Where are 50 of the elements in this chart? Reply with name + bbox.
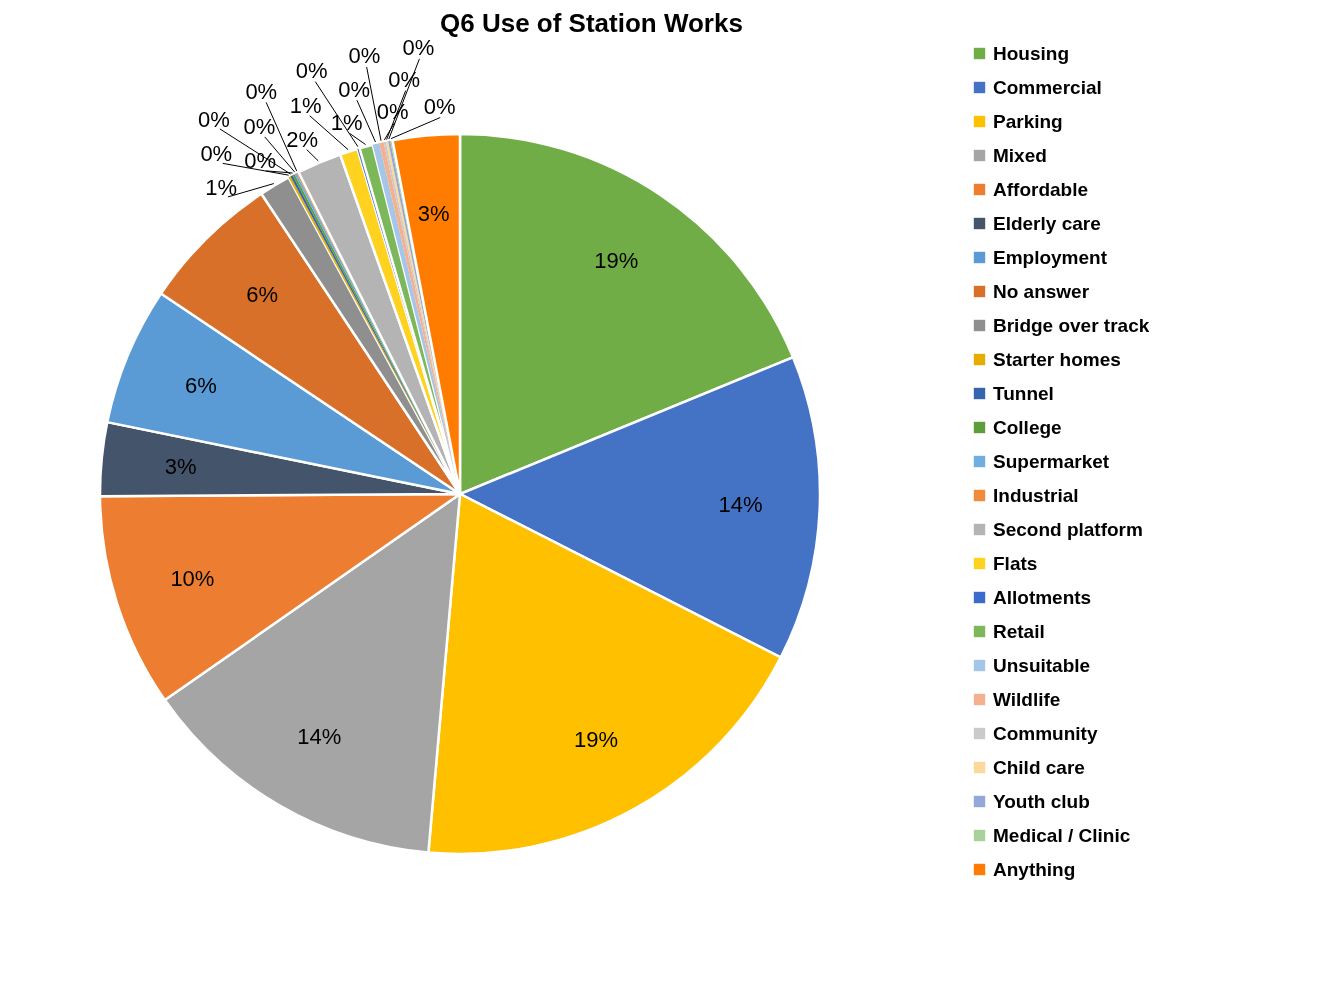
legend-label: Youth club [993,790,1090,812]
legend-label: Flats [993,552,1038,574]
data-label: 1% [330,109,363,135]
data-label: 0% [338,76,371,102]
data-label: 0% [423,93,456,119]
legend-label: Anything [993,858,1076,880]
data-label: 6% [185,372,217,398]
legend-label: Second platform [993,518,1143,540]
data-label: 0% [200,141,233,167]
data-label: 19% [594,247,639,273]
legend-label: Starter homes [993,348,1121,370]
legend-label: Commercial [993,76,1102,98]
data-label: 0% [244,148,277,174]
data-label: 2% [286,126,319,152]
legend-label: Allotments [993,586,1092,608]
legend-label: Retail [993,620,1045,642]
legend-label: Tunnel [993,382,1054,404]
legend-label: College [993,416,1062,438]
legend-label: Bridge over track [993,314,1150,336]
legend-label: No answer [993,280,1090,302]
data-label: 10% [170,566,215,592]
legend-label: Housing [993,42,1069,64]
data-label: 0% [245,79,278,105]
data-label: 0% [197,106,230,132]
data-label: 1% [289,92,322,118]
legend-label: Medical / Clinic [993,824,1131,846]
legend-label: Parking [993,110,1063,132]
data-label: 14% [297,724,342,750]
legend-label: Wildlife [993,688,1061,710]
data-label: 3% [164,453,197,479]
legend-label: Child care [993,756,1085,778]
legend-label: Supermarket [993,450,1110,472]
legend-label: Community [993,722,1098,744]
legend-label: Mixed [993,144,1047,166]
data-label: 0% [243,114,276,140]
legend-label: Affordable [993,178,1088,200]
data-label: 0% [388,66,421,92]
data-label: 0% [295,58,328,84]
data-label: 19% [574,726,619,752]
data-label: 1% [205,175,238,201]
legend-label: Employment [993,246,1108,268]
data-label: 0% [402,34,435,60]
legend-label: Industrial [993,484,1079,506]
legend-label: Unsuitable [993,654,1091,676]
data-label: 14% [718,492,763,518]
legend-label: Elderly care [993,212,1101,234]
data-label: 3% [417,201,450,227]
data-label: 6% [246,281,278,307]
data-label: 0% [348,43,381,69]
chart-title: Q6 Use of Station Works [440,7,743,38]
